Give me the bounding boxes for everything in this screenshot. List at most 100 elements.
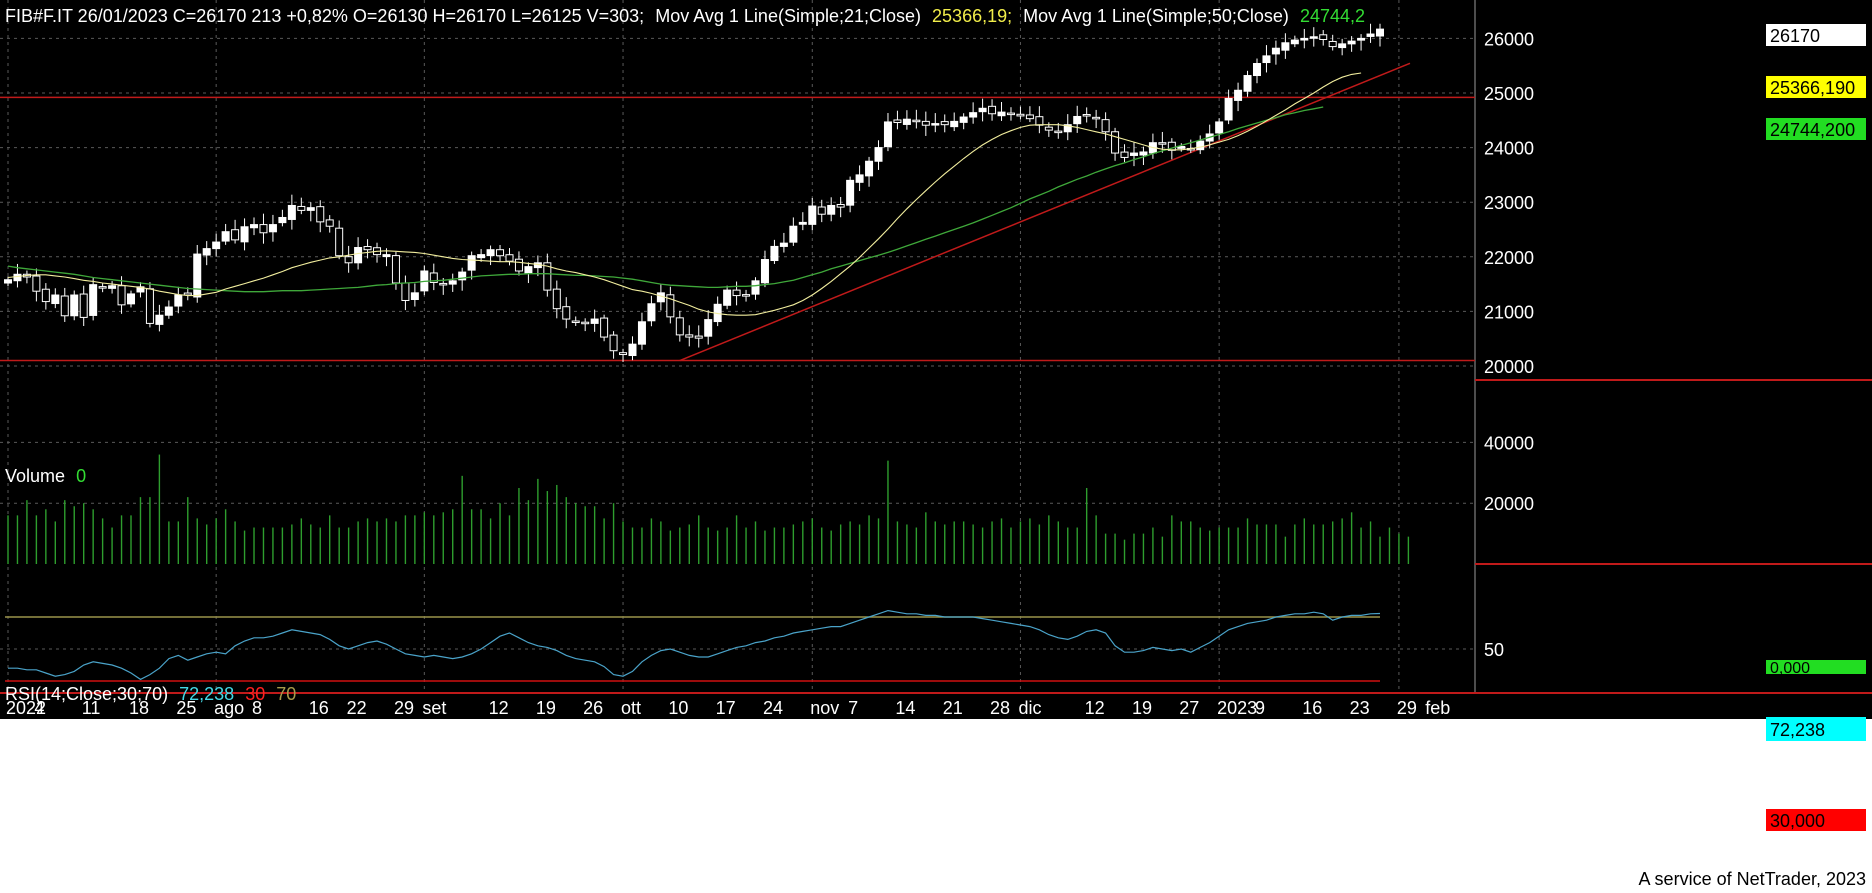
rsi-badge-value: 72,238 [1766, 717, 1866, 741]
candle-body-up [136, 286, 145, 293]
price-tick-label: 20000 [1484, 357, 1534, 377]
candle-body-down [79, 293, 88, 318]
reference-lines [0, 62, 1475, 362]
candle-body-down [145, 288, 154, 324]
x-tick-label: ago [214, 698, 244, 718]
rsi-header: RSI(14;Close;30;70) 72,238 30 70 [5, 684, 296, 704]
candle-body-up [959, 116, 968, 123]
candle-body-up [1262, 55, 1271, 64]
candle-body-down [893, 119, 902, 123]
candle [675, 310, 684, 342]
candle-body-down [259, 224, 268, 234]
svg-text:25366,190: 25366,190 [1770, 78, 1855, 98]
candle-body-down [183, 292, 192, 296]
candle-body-down [1054, 130, 1063, 134]
candle [1101, 112, 1110, 141]
candle-body-up [193, 253, 202, 298]
candle [79, 285, 88, 327]
candle-body-up [486, 249, 495, 257]
svg-text:24744,200: 24744,200 [1770, 120, 1855, 140]
candle-body-up [855, 174, 864, 183]
candle [865, 156, 874, 187]
candle-body-up [155, 314, 164, 325]
candle [448, 273, 457, 292]
rsi-line [8, 609, 1381, 681]
candle [609, 331, 618, 359]
x-tick-label: 25 [176, 698, 196, 718]
candle [1252, 58, 1261, 84]
x-tick-label: 9 [1255, 698, 1265, 718]
candle [978, 98, 987, 122]
candle-body-down [429, 272, 438, 283]
candle-body-down [32, 275, 41, 292]
candle-body-down [817, 206, 826, 215]
candle [344, 245, 353, 273]
candle [1073, 105, 1082, 133]
candle [325, 215, 334, 233]
candle-body-down [1319, 34, 1328, 40]
candle [108, 281, 117, 294]
candle [1262, 45, 1271, 73]
candle-body-down [742, 294, 751, 297]
candle-body-down [1158, 142, 1167, 145]
ma21-value: 25366,19; [932, 6, 1012, 26]
x-tick-label: 29 [1397, 698, 1417, 718]
y-axis-labels: 20000 21000 22000 23000 24000 25000 26000 20000… [1484, 29, 1534, 660]
x-tick-label: 16 [1302, 698, 1322, 718]
candle-body-up [382, 254, 391, 258]
x-tick-label: 29 [394, 698, 414, 718]
x-tick-label: 22 [347, 698, 367, 718]
candle-body-up [1357, 37, 1366, 41]
candle [969, 102, 978, 124]
candle-body-down [1101, 119, 1110, 133]
candle-body-up [978, 107, 987, 113]
candle [306, 202, 315, 222]
candle-body-down [732, 289, 741, 297]
x-tick-label: 27 [1179, 698, 1199, 718]
candle-body-up [1129, 152, 1138, 156]
candle-body-up [770, 245, 779, 262]
candle-body-up [637, 321, 646, 345]
candle [496, 244, 505, 262]
candle [647, 295, 656, 327]
candle [1054, 122, 1063, 139]
candle-body-up [13, 273, 22, 282]
candle [817, 199, 826, 223]
candle-body-up [1338, 43, 1347, 49]
x-tick-label: nov [810, 698, 839, 718]
candle [760, 250, 769, 288]
candle-body-up [827, 204, 836, 215]
x-tick-label: 12 [489, 698, 509, 718]
x-tick-label: 12 [1085, 698, 1105, 718]
candle-body-up [1073, 115, 1082, 125]
candle-body-up [354, 247, 363, 264]
volume-tick-label: 40000 [1484, 433, 1534, 453]
candle-body-down [297, 205, 306, 211]
ma50-line [7, 106, 1324, 293]
candle-body-down [543, 262, 552, 291]
candle-body-up [1139, 151, 1148, 156]
x-tick-label: dic [1018, 698, 1041, 718]
candle [912, 109, 921, 129]
candle-body-down [940, 121, 949, 126]
candle-body-up [704, 319, 713, 337]
candle [32, 268, 41, 302]
candle-body-down [391, 255, 400, 284]
candle-body-down [439, 282, 448, 286]
candle [855, 165, 864, 192]
candle [183, 287, 192, 301]
candle [51, 288, 60, 309]
candle-body-up [212, 241, 221, 250]
x-tick-label: 17 [716, 698, 736, 718]
x-tick-label: 14 [895, 698, 915, 718]
candle-body-up [723, 289, 732, 306]
x-tick-label: 8 [252, 698, 262, 718]
candle [1111, 127, 1120, 161]
candle-body-down [1044, 126, 1053, 131]
candle-body-down [836, 203, 845, 208]
candle-body-up [202, 248, 211, 256]
price-tick-label: 23000 [1484, 193, 1534, 213]
x-tick-label: set [422, 698, 446, 718]
